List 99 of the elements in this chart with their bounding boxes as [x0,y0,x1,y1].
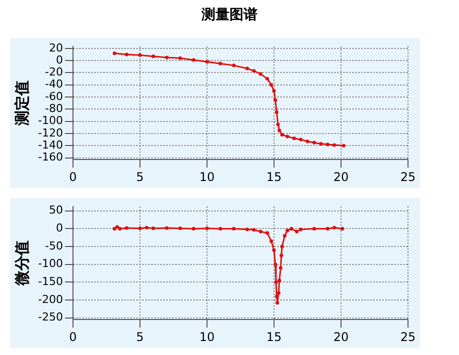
point [274,294,278,298]
point [112,226,116,230]
point [332,143,336,147]
point [276,291,280,295]
point [192,58,196,62]
point [280,244,284,248]
y-tick-label: -120 [38,126,63,140]
point [278,278,282,282]
point [282,234,287,238]
point [232,226,236,230]
chart-title: 测量图谱 [200,6,258,24]
point [342,144,346,148]
y-tick-label: -100 [38,257,63,270]
point [218,62,222,66]
y-tick-label: -20 [44,66,63,79]
x-tick-label: 25 [400,170,416,184]
point [232,64,236,68]
x-tick-label: 20 [333,330,349,344]
point [124,226,128,230]
point [280,254,284,258]
point [312,140,316,144]
y-tick-label: 0 [56,222,63,235]
x-tick-label: 0 [69,170,77,184]
y-tick-label: -80 [44,102,63,116]
x-tick-label: 15 [266,330,282,344]
point [265,231,270,235]
point [274,262,278,266]
y-tick-label: -60 [44,90,63,103]
point [144,226,148,230]
point [270,83,274,87]
y-tick-label: -100 [38,114,63,128]
point [292,136,296,140]
point [270,239,274,243]
x-tick-label: 15 [266,170,282,184]
point [340,226,344,230]
y-tick-label: 0 [56,53,63,66]
point [274,98,278,102]
point [326,226,330,230]
point [152,54,156,58]
point [152,226,156,230]
point [298,228,303,232]
x-tick-label: 10 [199,330,215,344]
point [115,225,119,229]
point [312,226,316,230]
point [205,226,209,230]
point [286,134,290,138]
y-axis-title: 微分值 [12,240,31,287]
point [294,230,299,234]
y-axis-title: 测定值 [12,80,31,127]
point [258,72,262,76]
point [245,228,249,232]
x-tick-label: 5 [136,170,144,184]
point [252,228,256,232]
y-tick-label: -140 [38,138,63,152]
y-tick-label: -40 [44,78,63,91]
y-tick-label: -200 [38,292,63,306]
point [274,110,278,114]
point [138,226,142,230]
point [252,69,256,73]
point [124,52,128,56]
y-tick-label: 50 [48,204,63,217]
point [298,138,303,142]
point [178,56,182,60]
x-tick-label: 25 [400,330,416,344]
point [164,56,169,60]
point [306,140,310,144]
point [280,132,284,136]
point [276,122,280,126]
y-tick-label: -50 [44,239,63,252]
point [319,142,323,146]
point [218,226,222,230]
point [205,60,209,64]
point [265,77,270,81]
point [332,226,336,230]
y-tick-label: 20 [48,41,63,54]
point [178,226,182,230]
y-tick-label: -160 [38,150,63,164]
point [272,248,276,252]
point [112,51,116,56]
y-tick-label: -250 [38,310,63,324]
point [276,301,280,305]
x-tick-label: 20 [333,170,349,184]
point [286,228,290,232]
point [164,226,169,230]
x-tick-label: 0 [69,330,77,344]
x-tick-label: 10 [199,170,215,184]
y-tick-label: -150 [38,275,63,288]
point [258,230,262,234]
point [272,89,276,93]
point [138,53,142,57]
point [118,226,122,230]
point [278,128,282,132]
x-tick-label: 5 [136,330,144,344]
point [192,226,196,230]
point [278,266,282,270]
point [326,142,330,146]
point [245,66,249,70]
point [274,280,278,284]
point [290,226,294,230]
